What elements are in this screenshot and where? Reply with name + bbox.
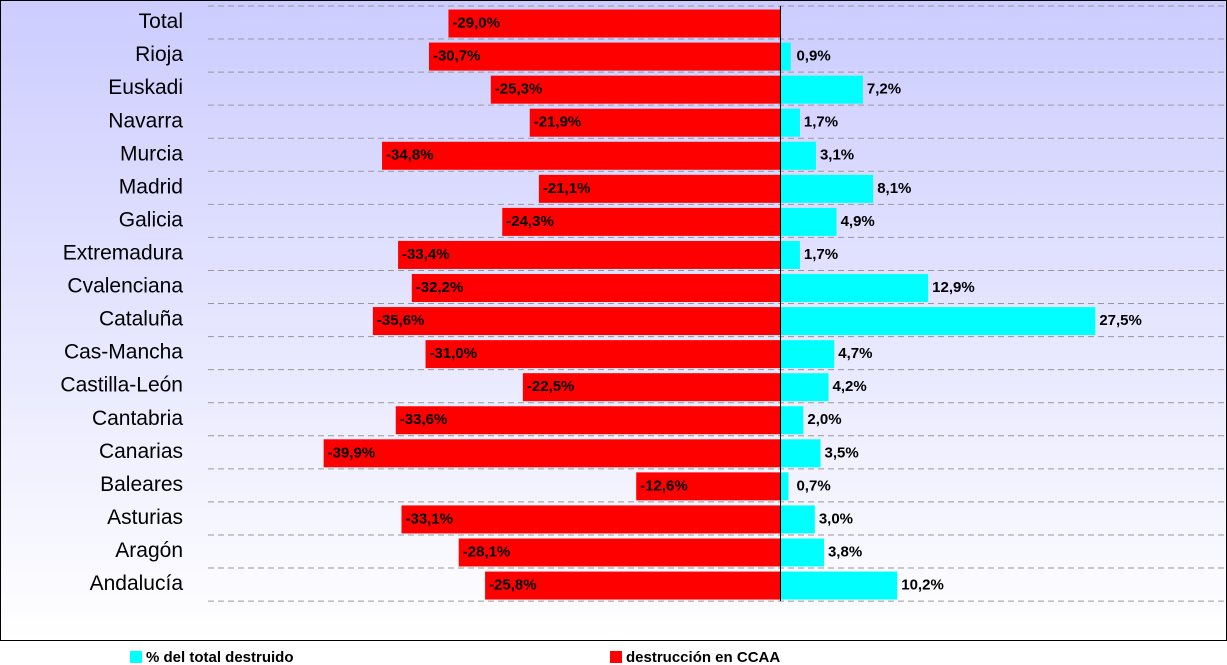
bar: [780, 373, 829, 402]
category-label: Aragón: [115, 539, 183, 562]
value-label: 1,7%: [804, 246, 838, 263]
category-label: Cantabria: [92, 407, 183, 430]
value-label: -29,0%: [452, 14, 500, 31]
value-label: 1,7%: [804, 114, 838, 131]
bar: [382, 141, 781, 170]
bar: [529, 108, 781, 137]
bar: [780, 75, 863, 104]
bar: [458, 538, 781, 567]
category-label: Galicia: [119, 208, 184, 231]
value-label: 8,1%: [877, 180, 911, 197]
value-label: 12,9%: [932, 279, 975, 296]
value-label: -24,3%: [506, 213, 554, 230]
value-label: -35,6%: [377, 312, 425, 329]
bar: [636, 472, 781, 501]
value-label: -22,5%: [527, 378, 575, 395]
category-label: Andalucía: [90, 572, 184, 595]
bar: [780, 141, 816, 170]
bar: [425, 340, 781, 369]
value-label: 7,2%: [867, 81, 901, 98]
bar: [448, 9, 781, 38]
bar: [372, 307, 781, 336]
legend-swatch: [130, 651, 142, 663]
value-label: -33,1%: [405, 510, 453, 527]
value-label: 4,7%: [838, 345, 872, 362]
bar: [522, 373, 781, 402]
value-label: 2,0%: [807, 411, 841, 428]
bar: [780, 174, 874, 203]
category-label: Cvalenciana: [67, 275, 183, 298]
legend-swatch: [610, 651, 622, 663]
bar: [780, 505, 815, 534]
category-label: Cas-Mancha: [64, 341, 183, 364]
value-label: 3,5%: [825, 444, 859, 461]
category-label: Navarra: [108, 109, 183, 132]
value-label: 10,2%: [901, 577, 944, 594]
bar: [401, 505, 781, 534]
bar: [780, 240, 800, 269]
value-label: -21,1%: [543, 180, 591, 197]
bar: [490, 75, 781, 104]
bar: [780, 42, 791, 71]
bar: [398, 240, 781, 269]
value-label: 3,1%: [820, 147, 854, 164]
value-label: -32,2%: [416, 279, 464, 296]
value-label: -33,4%: [402, 246, 450, 263]
bar: [780, 207, 837, 236]
category-label: Canarias: [99, 440, 183, 463]
bar: [538, 174, 781, 203]
bar: [323, 439, 781, 468]
value-label: -21,9%: [534, 114, 582, 131]
value-label: 4,2%: [833, 378, 867, 395]
bar: [780, 340, 835, 369]
bar: [485, 571, 781, 600]
bar: [428, 42, 781, 71]
category-label: Madrid: [119, 175, 183, 198]
category-label: Asturias: [107, 506, 183, 529]
bar: [780, 571, 898, 600]
value-label: -25,8%: [489, 577, 537, 594]
bar: [502, 207, 781, 236]
value-label: -31,0%: [430, 345, 478, 362]
category-label: Castilla-León: [60, 374, 183, 397]
value-label: -12,6%: [640, 477, 688, 494]
value-label: -28,1%: [463, 543, 511, 560]
legend-label: % del total destruido: [146, 649, 294, 665]
bar: [411, 274, 781, 303]
bar: [395, 406, 781, 435]
value-label: 0,7%: [796, 477, 830, 494]
value-label: 0,9%: [796, 48, 830, 65]
value-label: -39,9%: [328, 444, 376, 461]
category-label: Euskadi: [108, 76, 183, 99]
bar: [780, 108, 800, 137]
category-label: Cataluña: [99, 308, 183, 331]
value-label: 27,5%: [1099, 312, 1142, 329]
category-label: Baleares: [100, 473, 183, 496]
bar: [780, 472, 789, 501]
value-label: -34,8%: [386, 147, 434, 164]
category-label: Total: [139, 10, 183, 33]
category-label: Rioja: [135, 43, 183, 66]
value-label: -33,6%: [400, 411, 448, 428]
bar: [780, 538, 824, 567]
value-label: 4,9%: [841, 213, 875, 230]
value-label: 3,0%: [819, 510, 853, 527]
bar: [780, 274, 929, 303]
value-label: -25,3%: [495, 81, 543, 98]
bar: [780, 439, 821, 468]
value-label: 3,8%: [828, 543, 862, 560]
bar: [780, 307, 1096, 336]
bar: [780, 406, 804, 435]
category-label: Murcia: [120, 142, 183, 165]
category-label: Extremadura: [63, 241, 184, 264]
value-label: -30,7%: [433, 48, 481, 65]
legend-label: destrucción en CCAA: [626, 649, 780, 665]
